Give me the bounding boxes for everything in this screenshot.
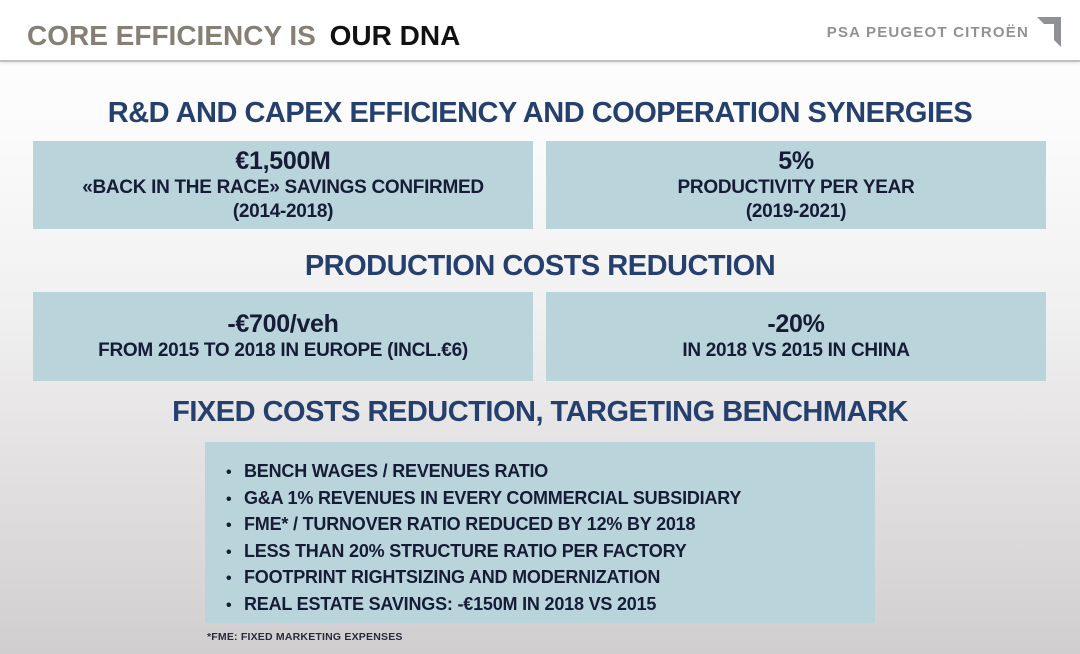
bullet-icon: •	[226, 517, 232, 534]
page-title-strong: OUR DNA	[329, 20, 461, 51]
fixed-costs-bullet-box: • BENCH WAGES / REVENUES RATIO • G&A 1% …	[205, 442, 875, 623]
bullet-text: FOOTPRINT RIGHTSIZING AND MODERNIZATION	[244, 567, 661, 587]
bullet-text: LESS THAN 20% STRUCTURE RATIO PER FACTOR…	[244, 540, 687, 561]
list-item: • LESS THAN 20% STRUCTURE RATIO PER FACT…	[222, 539, 865, 566]
bullet-icon: •	[226, 596, 232, 614]
brand-logo: PSA PEUGEOT CITROËN	[827, 16, 1062, 48]
list-item: • BENCH WAGES / REVENUES RATIO	[222, 459, 865, 486]
header: CORE EFFICIENCY IS OUR DNA PSA PEUGEOT C…	[0, 0, 1080, 62]
bullet-text: FME* / TURNOVER RATIO REDUCED BY 12% BY …	[244, 514, 696, 534]
page-title-muted: CORE EFFICIENCY IS	[27, 20, 316, 51]
bullet-icon: •	[226, 543, 232, 561]
stat-period: (2014-2018)	[232, 200, 334, 222]
stat-value: €1,500M	[235, 146, 331, 175]
bullet-text: BENCH WAGES / REVENUES RATIO	[244, 461, 549, 481]
stat-desc: IN 2018 VS 2015 IN CHINA	[682, 340, 910, 361]
stat-box-savings: €1,500M «BACK IN THE RACE» SAVINGS CONFI…	[33, 141, 533, 229]
corner-bracket-icon	[1037, 17, 1061, 47]
bullet-list: • BENCH WAGES / REVENUES RATIO • G&A 1% …	[222, 459, 865, 618]
stat-desc: «BACK IN THE RACE» SAVINGS CONFIRMED	[82, 176, 484, 198]
stat-period: (2019-2021)	[745, 200, 847, 222]
stat-value: 5%	[778, 146, 814, 175]
section-heading-rd-capex: R&D AND CAPEX EFFICIENCY AND COOPERATION…	[107, 97, 973, 129]
stat-value: -€700/veh	[227, 310, 339, 338]
bullet-icon: •	[226, 490, 232, 508]
stat-desc: FROM 2015 TO 2018 IN EUROPE (INCL.€6)	[98, 340, 468, 361]
footnote: *FME: FIXED MARKETING EXPENSES	[207, 631, 403, 643]
section-heading-production-costs: PRODUCTION COSTS REDUCTION	[304, 250, 776, 282]
stat-box-productivity: 5% PRODUCTIVITY PER YEAR (2019-2021)	[546, 141, 1046, 229]
bullet-text: REAL ESTATE SAVINGS: -€150M IN 2018 VS 2…	[244, 593, 657, 614]
bullet-icon: •	[226, 464, 232, 481]
stat-row-production-costs: -€700/veh FROM 2015 TO 2018 IN EUROPE (I…	[33, 292, 1046, 381]
page-title: CORE EFFICIENCY IS OUR DNA	[27, 20, 460, 52]
bullet-text: G&A 1% REVENUES IN EVERY COMMERCIAL SUBS…	[244, 487, 742, 508]
bullet-icon: •	[226, 570, 232, 587]
stat-row-rd-capex: €1,500M «BACK IN THE RACE» SAVINGS CONFI…	[33, 141, 1046, 229]
list-item: • FME* / TURNOVER RATIO REDUCED BY 12% B…	[222, 512, 865, 539]
brand-logo-text: PSA PEUGEOT CITROËN	[826, 23, 1029, 41]
stat-desc: PRODUCTIVITY PER YEAR	[677, 176, 915, 198]
section-heading-fixed-costs: FIXED COSTS REDUCTION, TARGETING BENCHMA…	[172, 396, 908, 428]
stat-value: -20%	[767, 310, 825, 338]
list-item: • FOOTPRINT RIGHTSIZING AND MODERNIZATIO…	[222, 565, 865, 592]
stat-box-china: -20% IN 2018 VS 2015 IN CHINA	[546, 292, 1046, 381]
list-item: • G&A 1% REVENUES IN EVERY COMMERCIAL SU…	[222, 486, 865, 513]
list-item: • REAL ESTATE SAVINGS: -€150M IN 2018 VS…	[222, 592, 865, 619]
stat-box-europe: -€700/veh FROM 2015 TO 2018 IN EUROPE (I…	[33, 292, 533, 381]
